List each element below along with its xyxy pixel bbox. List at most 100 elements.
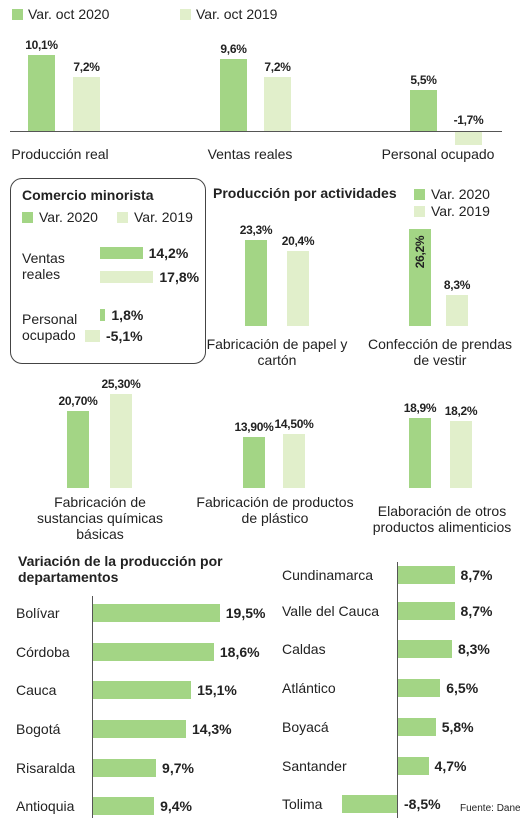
value-label: 8,3% — [457, 641, 490, 657]
bar — [73, 77, 100, 131]
legend-label: Var. oct 2019 — [196, 6, 278, 22]
category-label: Risaralda — [16, 760, 76, 776]
value-label: -1,7% — [453, 113, 484, 127]
bar — [100, 247, 143, 259]
category-label: Córdoba — [16, 644, 70, 660]
bar — [287, 250, 309, 326]
category-label: Ventas reales — [22, 250, 65, 282]
value-label: 13,90% — [234, 419, 274, 434]
bar — [341, 795, 397, 813]
category-label: Personal ocupado — [22, 311, 78, 343]
value-label: 15,1% — [197, 682, 237, 698]
legend-label: Var. 2019 — [431, 203, 490, 219]
value-label: 20,4% — [281, 233, 315, 248]
value-label: 8,3% — [443, 278, 471, 293]
value-label: 10,1% — [25, 38, 58, 53]
value-label: 6,5% — [446, 680, 479, 696]
value-label: 14,3% — [191, 721, 232, 737]
bar — [93, 681, 192, 699]
category-label: Fabricación de papel y cartón — [206, 336, 348, 368]
value-label: 8,7% — [460, 567, 493, 583]
bar — [398, 640, 452, 658]
category-label: Atlántico — [282, 680, 336, 696]
value-label: 4,7% — [434, 758, 467, 774]
bar — [93, 759, 157, 777]
bar — [100, 271, 154, 283]
bar — [93, 643, 214, 661]
value-label: 20,70% — [58, 394, 98, 409]
legend-swatch — [180, 9, 191, 20]
category-label: Producción real — [11, 146, 109, 162]
value-label: 9,4% — [160, 798, 193, 814]
legend-swatch — [12, 9, 23, 20]
value-label: 5,5% — [410, 72, 437, 87]
category-label: Fabricación de productos de plástico — [196, 494, 354, 526]
chart-title: Variación de la producción por departame… — [18, 553, 223, 585]
value-label: 14,50% — [274, 417, 314, 432]
bar — [93, 604, 220, 622]
category-label: Fabricación de sustancias químicas básic… — [36, 494, 164, 542]
legend-swatch — [414, 206, 425, 217]
bar — [398, 679, 441, 697]
value-label: 17,8% — [159, 269, 200, 285]
chart-title: Producción por actividades — [213, 185, 397, 201]
category-label: Caldas — [282, 641, 326, 657]
legend-swatch — [22, 212, 33, 223]
bar — [398, 566, 455, 584]
source-note: Fuente: Dane — [460, 803, 520, 814]
value-label: 18,6% — [219, 644, 260, 660]
category-label: Bolívar — [16, 605, 60, 621]
legend-swatch — [414, 189, 425, 200]
bar — [100, 309, 106, 321]
category-label: Elaboración de otros productos alimentic… — [372, 503, 512, 535]
category-label: Personal ocupado — [381, 146, 495, 162]
bar — [410, 89, 437, 131]
value-label: 18,9% — [403, 401, 437, 416]
value-label: -8,5% — [404, 796, 441, 812]
value-label: -5,1% — [106, 328, 143, 344]
bar — [67, 411, 89, 488]
category-label: Ventas reales — [207, 146, 293, 162]
value-label: 7,2% — [264, 60, 291, 74]
value-label: 9,7% — [162, 760, 194, 776]
panel-title: Comercio minorista — [22, 187, 154, 203]
value-label: 8,7% — [460, 603, 493, 619]
bar — [409, 418, 431, 488]
axis-line — [10, 131, 502, 132]
value-label: 18,2% — [444, 403, 478, 418]
bar — [446, 295, 468, 326]
value-label: 25,30% — [101, 377, 141, 392]
category-label: Cundinamarca — [282, 567, 374, 583]
legend-label: Var. 2020 — [39, 209, 98, 225]
category-label: Boyacá — [282, 719, 329, 735]
value-label: 9,6% — [220, 42, 247, 56]
bar — [28, 55, 55, 131]
bar — [398, 757, 429, 775]
legend-label: Var. oct 2020 — [28, 6, 110, 22]
bar — [398, 718, 436, 736]
panel-box — [10, 178, 206, 364]
value-label: 7,2% — [73, 60, 100, 74]
bar — [220, 59, 247, 131]
category-label: Antioquia — [16, 798, 75, 814]
bar — [283, 434, 305, 488]
category-label: Tolima — [282, 796, 323, 812]
legend-label: Var. 2019 — [134, 209, 193, 225]
bar — [84, 330, 100, 342]
value-label: 23,3% — [239, 222, 273, 237]
value-label: 1,8% — [111, 307, 144, 323]
axis-line — [92, 596, 93, 818]
bar — [243, 436, 265, 488]
value-label: 14,2% — [148, 245, 189, 261]
value-label: 19,5% — [225, 605, 266, 621]
axis-line — [397, 562, 398, 818]
category-label: Valle del Cauca — [282, 603, 380, 619]
bar — [264, 77, 291, 131]
category-label: Bogotá — [16, 721, 61, 737]
bar — [245, 239, 267, 326]
bar — [110, 394, 132, 488]
bar — [409, 229, 431, 326]
value-label: 26,2% — [413, 235, 427, 269]
category-label: Cauca — [16, 682, 57, 698]
